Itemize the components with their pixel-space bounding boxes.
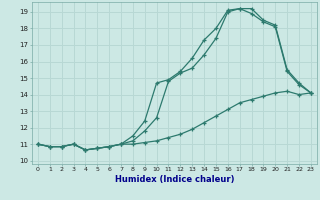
X-axis label: Humidex (Indice chaleur): Humidex (Indice chaleur) [115, 175, 234, 184]
